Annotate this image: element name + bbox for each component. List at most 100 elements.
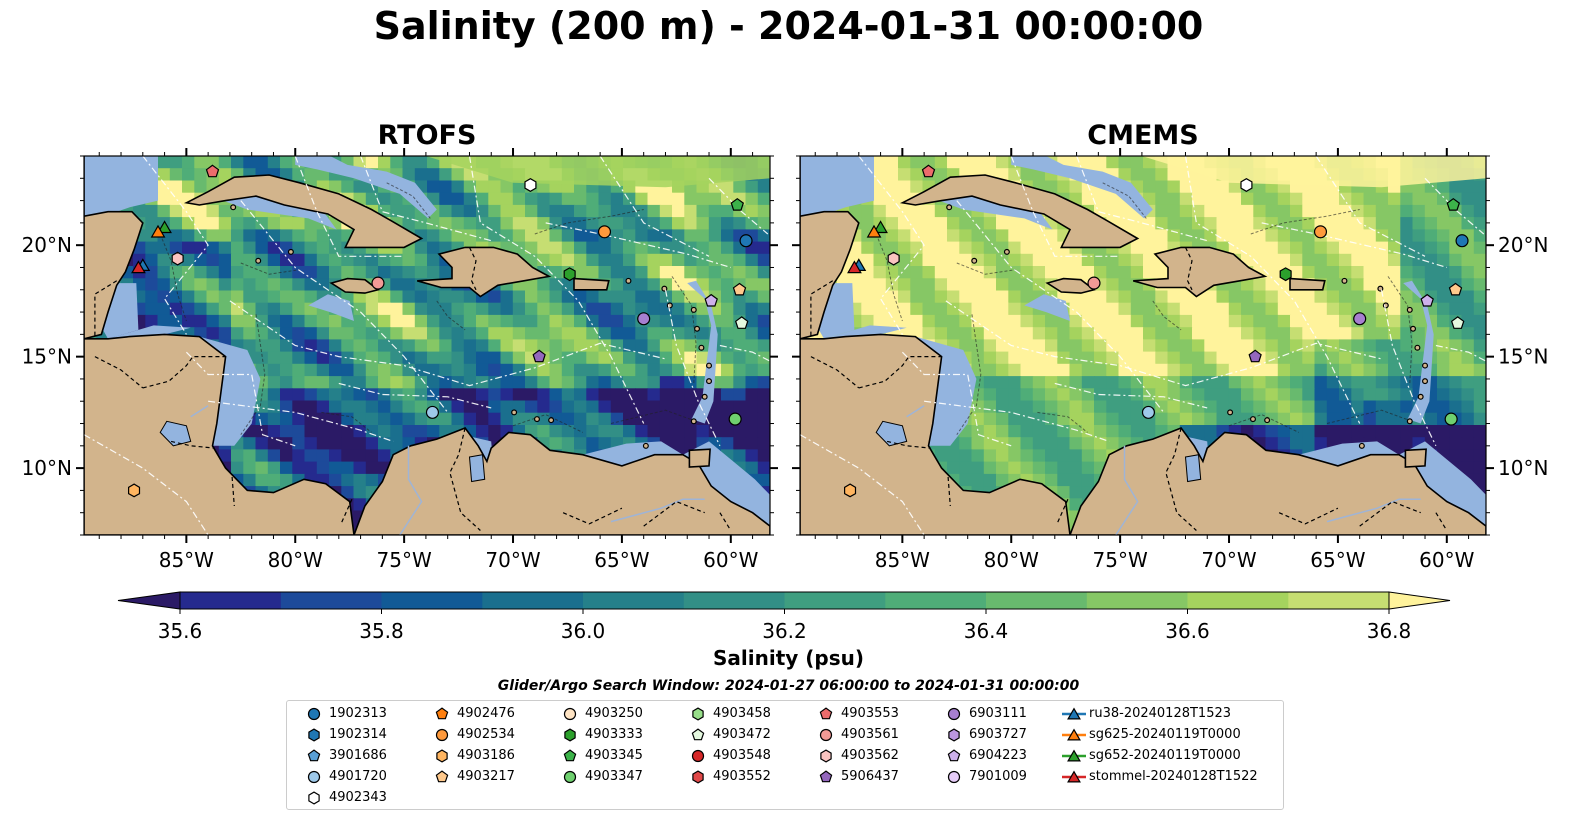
legend: 1902313 1902314 3901686 4901720 4902343 49024… xyxy=(286,700,1284,810)
legend-marker xyxy=(819,707,833,720)
isobath xyxy=(1037,411,1088,433)
lon-tick-label: 80°W xyxy=(268,548,323,572)
eez-boundary xyxy=(1380,289,1437,447)
float-marker xyxy=(887,251,900,266)
country-border xyxy=(1184,247,1193,291)
float-marker xyxy=(171,251,184,266)
legend-label: 4903458 xyxy=(713,706,771,721)
legend-label: 1902314 xyxy=(329,727,387,742)
triangle-marker-icon xyxy=(1062,770,1086,783)
hexagon-marker-icon xyxy=(308,728,320,742)
river xyxy=(399,445,423,535)
eez-boundary xyxy=(901,351,1012,447)
float-marker xyxy=(563,267,576,282)
legend-label: 4903561 xyxy=(841,727,899,742)
lon-tick-label: 60°W xyxy=(703,548,758,572)
legend-label: sg625-20240119T0000 xyxy=(1089,727,1241,742)
float-marker xyxy=(873,220,888,234)
colorbar-segment xyxy=(381,592,483,609)
colorbar-segment xyxy=(583,592,685,609)
float-marker xyxy=(128,483,141,498)
lat-tick-label: 15°N xyxy=(22,345,72,369)
legend-label: sg652-20240119T0000 xyxy=(1089,748,1241,763)
land-trinidad xyxy=(688,448,711,468)
legend-marker xyxy=(307,749,321,762)
country-border xyxy=(886,440,931,449)
land-yucatan xyxy=(84,156,144,340)
isobath xyxy=(956,314,982,435)
legend-label: 7901009 xyxy=(969,769,1027,784)
circle-marker-icon xyxy=(947,707,961,721)
islet xyxy=(701,393,708,400)
eez-boundary xyxy=(468,156,645,424)
colorbar-tick-label: 36.0 xyxy=(561,619,606,643)
islet xyxy=(511,409,518,416)
islet xyxy=(1249,416,1256,423)
river xyxy=(610,498,705,523)
country-border xyxy=(858,356,942,389)
shelf-mosquito xyxy=(915,336,977,446)
colorbar-tick-label: 36.2 xyxy=(762,619,807,643)
islet xyxy=(287,248,294,255)
river xyxy=(1326,498,1421,523)
atlantic-north xyxy=(425,156,770,188)
colorbar-segment xyxy=(1086,592,1189,609)
pentagon-marker-icon xyxy=(435,707,449,720)
legend-label: 1902313 xyxy=(329,706,387,721)
map-frame xyxy=(83,155,771,536)
legend-marker xyxy=(1067,770,1081,783)
map-ticks: 85°W 80°W 75°W 70°W 65°W 60°W 20°N 15°N 10°N xyxy=(792,148,1548,572)
legend-label: stommel-20240128T1522 xyxy=(1089,769,1258,784)
islet xyxy=(1227,409,1234,416)
map-panel-cmems: 85°W 80°W 75°W 70°W 65°W 60°W 20°N 15°N 10°N xyxy=(792,148,1548,572)
float-marker xyxy=(1455,234,1469,248)
circle-marker-icon xyxy=(435,728,449,742)
lon-tick-label: 80°W xyxy=(984,548,1039,572)
eez-boundary xyxy=(858,156,925,335)
land-jamaica xyxy=(329,277,380,294)
country-border xyxy=(94,356,144,389)
triangle-marker-icon xyxy=(1062,728,1086,741)
islet xyxy=(694,325,701,332)
islet xyxy=(1422,378,1429,385)
colorbar-label: Salinity (psu) xyxy=(712,646,864,670)
isobath xyxy=(1387,276,1413,384)
eez-boundary xyxy=(945,300,1382,387)
shelf-honduras xyxy=(824,325,907,339)
isobath xyxy=(671,276,697,384)
legend-marker xyxy=(948,728,960,742)
country-border xyxy=(810,356,860,389)
land-centam xyxy=(84,333,355,535)
isobath xyxy=(1250,209,1360,235)
legend-marker xyxy=(1067,728,1081,741)
circle-marker-icon xyxy=(691,749,705,763)
shelf-venezuela_s xyxy=(1298,441,1399,466)
isobath xyxy=(1152,300,1182,331)
legend-marker xyxy=(435,770,449,783)
panel-title-cmems: CMEMS xyxy=(1087,120,1199,151)
triangle-marker-icon xyxy=(1062,707,1086,720)
shelf-venezuela_s xyxy=(582,441,683,466)
pentagon-marker-icon xyxy=(947,749,961,762)
legend-marker xyxy=(563,707,577,721)
lat-tick-label: 15°N xyxy=(1498,345,1548,369)
colorbar-tick-label: 36.8 xyxy=(1367,619,1412,643)
float-marker xyxy=(739,234,753,248)
eez-boundary xyxy=(1315,156,1426,257)
islet xyxy=(946,204,953,211)
hexagon-marker-icon xyxy=(948,728,960,742)
lon-tick-label: 85°W xyxy=(159,548,214,572)
map-frame xyxy=(799,155,1487,536)
country-border xyxy=(1435,512,1448,531)
circle-marker-icon xyxy=(563,707,577,721)
lon-tick-label: 70°W xyxy=(1201,548,1256,572)
colorbar-max-extend xyxy=(1388,591,1451,610)
isobath xyxy=(159,233,187,322)
isobath xyxy=(512,414,583,433)
float-marker xyxy=(1446,197,1461,211)
land-centam xyxy=(800,333,1071,535)
float-marker xyxy=(637,312,651,326)
country-border xyxy=(231,476,235,507)
eez-boundary xyxy=(240,200,449,413)
lon-tick-label: 65°W xyxy=(1310,548,1365,572)
